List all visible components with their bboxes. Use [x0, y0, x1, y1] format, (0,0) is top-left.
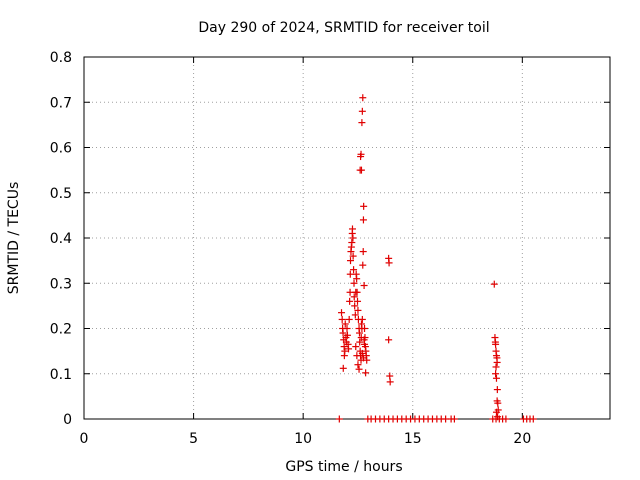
data-point — [343, 325, 351, 332]
data-point — [358, 107, 366, 115]
data-point — [354, 297, 362, 305]
data-point — [357, 150, 365, 158]
data-point — [502, 415, 510, 423]
x-tick-label: 5 — [189, 431, 198, 447]
data-point — [492, 408, 500, 416]
data-point — [354, 306, 362, 314]
x-tick-label: 10 — [294, 431, 312, 447]
y-tick-label: 0.5 — [50, 186, 72, 202]
data-point — [359, 94, 367, 102]
data-point — [353, 288, 361, 296]
data-point — [353, 352, 361, 360]
data-point — [362, 369, 370, 377]
data-point — [338, 309, 346, 317]
data-point — [361, 340, 369, 348]
data-point — [492, 370, 500, 378]
y-tick-label: 0.7 — [50, 95, 72, 111]
data-point — [340, 352, 348, 360]
y-tick-label: 0.6 — [50, 141, 72, 157]
y-tick-label: 0.3 — [50, 276, 72, 292]
data-point — [343, 331, 351, 339]
data-point — [386, 378, 394, 386]
x-tick-labels: 0 5 10 15 20 — [80, 431, 532, 447]
data-point — [350, 279, 358, 287]
data-point — [350, 266, 358, 274]
data-point — [385, 336, 393, 344]
data-point — [350, 293, 358, 301]
data-point — [354, 361, 362, 369]
y-tick-label: 0.8 — [50, 50, 72, 66]
axis-ticks — [83, 56, 610, 420]
data-point — [335, 415, 343, 423]
y-tick-label: 0.1 — [50, 367, 72, 383]
data-point — [346, 270, 354, 278]
x-tick-label: 15 — [404, 431, 422, 447]
data-point — [349, 252, 357, 260]
data-point — [345, 345, 353, 353]
data-point — [360, 202, 368, 210]
data-point — [356, 338, 364, 346]
data-point — [358, 119, 366, 127]
data-point — [361, 325, 369, 332]
data-point — [352, 343, 360, 351]
data-point — [346, 297, 354, 305]
data-point — [493, 358, 501, 366]
data-point — [339, 329, 347, 337]
data-point — [490, 280, 498, 288]
data-point — [345, 315, 353, 323]
data-point — [494, 413, 502, 421]
y-axis-label: SRMTID / TECUs — [6, 182, 22, 295]
data-point — [349, 234, 357, 242]
x-axis-label: GPS time / hours — [285, 459, 402, 475]
data-point — [358, 349, 366, 357]
data-point — [351, 302, 359, 310]
data-point — [340, 343, 348, 351]
data-point — [358, 315, 366, 323]
data-point — [338, 315, 346, 323]
data-point — [360, 282, 368, 290]
x-tick-label: 0 — [80, 431, 89, 447]
x-tick-label: 20 — [513, 431, 531, 447]
data-point — [492, 340, 500, 348]
data-point — [359, 248, 367, 256]
data-point — [492, 374, 500, 382]
gridlines — [84, 57, 610, 419]
data-point — [386, 372, 394, 380]
data-point — [339, 364, 347, 372]
y-tick-labels: 0 0.1 0.2 0.3 0.4 0.5 0.6 0.7 0.8 — [50, 50, 72, 428]
data-point — [494, 399, 502, 407]
data-point — [492, 363, 500, 371]
data-point — [347, 257, 355, 265]
data-point — [359, 354, 367, 362]
data-point — [355, 329, 363, 337]
chart-title: Day 290 of 2024, SRMTID for receiver toi… — [198, 20, 489, 36]
data-point — [529, 415, 537, 423]
data-point — [341, 320, 349, 328]
data-point — [450, 415, 458, 423]
y-tick-label: 0.4 — [50, 231, 72, 247]
data-point — [357, 166, 365, 174]
data-point — [493, 386, 501, 394]
data-point — [351, 311, 359, 319]
data-point — [357, 334, 365, 342]
y-tick-label: 0.2 — [50, 322, 72, 338]
data-point — [385, 259, 393, 267]
data-point — [353, 275, 361, 283]
data-point — [355, 365, 363, 373]
data-point — [348, 239, 356, 247]
data-point — [359, 261, 367, 269]
data-point — [348, 225, 356, 233]
y-tick-label: 0 — [63, 412, 72, 428]
data-point — [359, 216, 367, 224]
data-points — [335, 94, 537, 423]
